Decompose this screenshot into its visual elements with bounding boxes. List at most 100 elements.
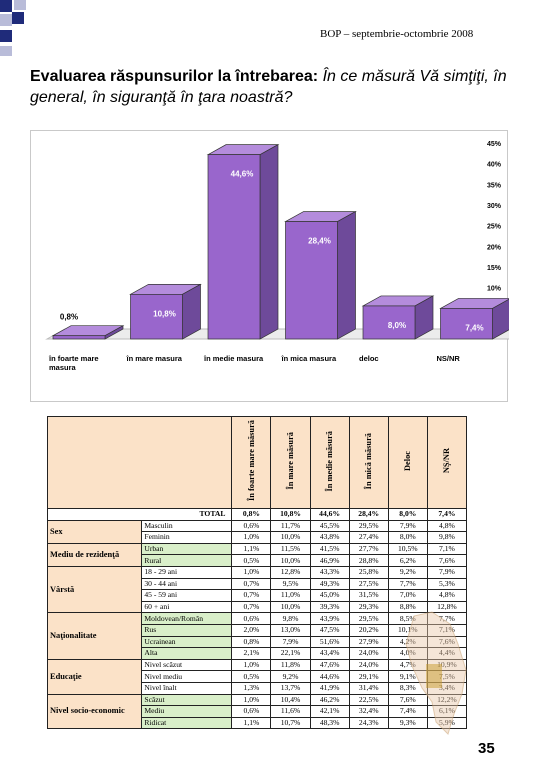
x-tick-label: masura <box>49 363 77 372</box>
corner-decoration-block <box>0 30 12 42</box>
table-cell: 7,9% <box>387 519 428 533</box>
table-cell: 7,6% <box>426 554 468 567</box>
table-cell: 0,5% <box>231 670 272 683</box>
table-cell: 7,4% <box>387 705 428 718</box>
data-label: 8,0% <box>388 321 406 330</box>
row-label: Nivel înalt <box>141 681 233 695</box>
table-cell: 13,7% <box>270 681 311 695</box>
y-tick-label: 30% <box>487 203 502 210</box>
table-cell: 10,0% <box>270 531 311 544</box>
row-label: Mediu <box>141 705 233 718</box>
column-header-label: În mică măsură <box>364 432 374 490</box>
table-row: Rus 2,0% 13,0% 47,5% 20,2% 10,1% 7,1% <box>48 623 468 637</box>
table-cell: 0,6% <box>231 612 272 625</box>
row-label: Rural <box>141 554 233 567</box>
table-row: Nivel socio-economic Scăzut 1,0% 10,4% 46,2%… <box>46 693 468 730</box>
data-label: 10,8% <box>153 309 176 318</box>
table-cell: 45,0% <box>309 589 350 602</box>
title-question-text: În ce măsură Vă simţiţi, în general, în … <box>30 68 507 106</box>
table-cell: 27,9% <box>348 635 389 649</box>
column-header-label: Deloc <box>403 451 413 471</box>
column-header-label: În foarte mare măsură <box>246 420 256 502</box>
table-cell: 27,5% <box>348 577 389 591</box>
table-row: Feminin 1,0% 10,0% 43,8% 27,4% 8,0% 9,8% <box>48 531 468 544</box>
x-tick-label: NS/NR <box>437 354 461 363</box>
table-cell: 41,9% <box>309 681 350 695</box>
table-cell: 43,3% <box>309 565 350 579</box>
column-header: În mare măsură <box>270 416 311 509</box>
table-row: 45 - 59 ani 0,7% 11,0% 45,0% 31,5% 7,0% 4,8% <box>48 589 468 602</box>
y-tick-label: 45% <box>487 141 502 148</box>
x-tick-label: în mare masura <box>126 354 183 363</box>
table-cell: 48,3% <box>309 716 350 730</box>
column-header-label: În mare măsură <box>286 432 296 490</box>
title-question-prefix: Evaluarea răspunsurilor la întrebarea: <box>30 68 319 85</box>
table-cell: 27,7% <box>348 542 389 556</box>
table-cell: 24,0% <box>348 658 389 672</box>
table-cell: 42,1% <box>309 705 350 718</box>
table-cell: 4,7% <box>387 658 428 672</box>
data-label: 0,8% <box>60 313 78 322</box>
table-cell: 12,8% <box>426 600 468 614</box>
group-label: Educaţie <box>46 658 143 695</box>
table-cell: 29,3% <box>348 600 389 614</box>
table-cell: 0,7% <box>231 600 272 614</box>
table-cell: 1,0% <box>231 658 272 672</box>
column-header-label: NŞ/NR <box>442 448 452 474</box>
y-tick-label: 10% <box>487 286 502 293</box>
corner-decoration-block <box>0 0 12 12</box>
table-cell: 2,1% <box>231 647 272 660</box>
table-cell: 7,6% <box>426 635 468 649</box>
table-cell: 43,8% <box>309 531 350 544</box>
table-cell: 5,9% <box>426 716 468 730</box>
table-cell: 47,5% <box>309 623 350 637</box>
total-cell: 0,8% <box>231 508 272 521</box>
total-cell: 44,6% <box>309 508 350 521</box>
table-cell: 1,1% <box>231 716 272 730</box>
table-cell: 13,0% <box>270 623 311 637</box>
group-label: Sex <box>46 519 143 544</box>
row-label: 60 + ani <box>141 600 233 614</box>
table-cell: 45,5% <box>309 519 350 533</box>
column-header: NŞ/NR <box>426 416 468 509</box>
table-cell: 46,2% <box>309 693 350 707</box>
row-label: Nivel mediu <box>141 670 233 683</box>
y-tick-label: 40% <box>487 162 502 169</box>
table-row: Naţionalitate Moldovean/Român 0,6% 9,8% 43,9… <box>46 612 468 660</box>
table-total-row: TOTAL 0,8% 10,8% 44,6% 28,4% 8,0% 7,4% <box>46 508 468 521</box>
results-table-wrapper: În foarte mare măsură În mare măsură În me… <box>46 416 468 744</box>
table-cell: 43,4% <box>309 647 350 660</box>
table-row: Nivel înalt 1,3% 13,7% 41,9% 31,4% 8,3% 3,4% <box>48 681 468 695</box>
bar <box>440 308 493 340</box>
column-header: Deloc <box>387 416 428 509</box>
table-cell: 7,7% <box>387 577 428 591</box>
corner-decoration-block <box>0 14 12 26</box>
table-cell: 6,1% <box>426 705 468 718</box>
corner-decoration-block <box>0 46 12 56</box>
table-cell: 11,0% <box>270 589 311 602</box>
group-label: Naţionalitate <box>46 612 143 660</box>
total-cell: 28,4% <box>348 508 389 521</box>
table-cell: 44,6% <box>309 670 350 683</box>
table-cell: 9,5% <box>270 577 311 591</box>
table-cell: 51,6% <box>309 635 350 649</box>
data-label: 44,6% <box>231 170 254 179</box>
row-label: Moldovean/Român <box>141 612 233 625</box>
row-label: Masculin <box>141 519 233 533</box>
page-number: 35 <box>478 740 495 757</box>
table-cell: 39,3% <box>309 600 350 614</box>
corner-decoration-block <box>12 12 24 24</box>
bar <box>362 305 416 340</box>
table-cell: 10,5% <box>387 542 428 556</box>
table-cell: 5,3% <box>426 577 468 591</box>
table-cell: 7,0% <box>387 589 428 602</box>
table-cell: 9,2% <box>270 670 311 683</box>
table-cell: 49,3% <box>309 577 350 591</box>
table-cell: 4,4% <box>426 647 468 660</box>
page-header: BOP – septembrie-octombrie 2008 <box>320 28 474 40</box>
table-cell: 29,5% <box>348 612 389 625</box>
y-tick-label: 35% <box>487 182 502 189</box>
table-row: Vârstă 18 - 29 ani 1,0% 12,8% 43,3% 25,8% 9,2%… <box>46 565 468 614</box>
table-cell: 11,8% <box>270 658 311 672</box>
table-cell: 20,2% <box>348 623 389 637</box>
